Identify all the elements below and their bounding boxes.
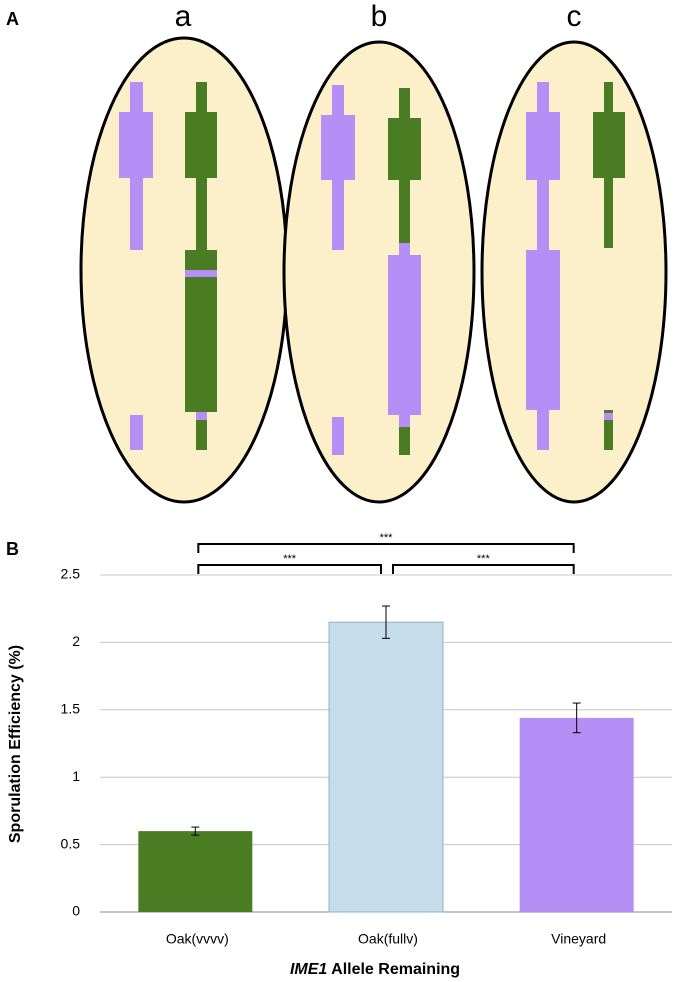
y-tick-label: 0: [72, 903, 80, 919]
x-axis-label-italic: IME1: [290, 961, 327, 978]
bar: [138, 831, 253, 912]
x-axis-label-rest: Allele Remaining: [331, 961, 460, 978]
significance-bracket: [197, 564, 382, 574]
y-tick-label: 1: [72, 768, 80, 784]
x-tick-label: Oak(fullv): [358, 931, 418, 947]
diagram: a b c: [79, 0, 668, 504]
y-tick-label: 2: [72, 633, 80, 649]
cell-label: b: [371, 0, 388, 33]
significance-label: ***: [380, 532, 394, 544]
cell-label: c: [567, 0, 582, 33]
y-axis-label: Sporulation Efficiency (%): [7, 645, 24, 843]
bar: [328, 621, 444, 913]
x-tick-label: Oak(vvvv): [166, 931, 229, 947]
panel-label: A: [6, 9, 19, 29]
significance-bracket: [197, 543, 575, 553]
cell: [480, 40, 668, 504]
y-tick-label: 0.5: [61, 835, 81, 851]
panel-label: B: [6, 539, 19, 559]
bar: [519, 717, 634, 912]
x-axis-label: IME1 Allele Remaining: [290, 961, 460, 978]
y-tick-label: 2.5: [61, 566, 81, 582]
x-tick-label: Vineyard: [551, 931, 606, 947]
cell: [79, 36, 289, 504]
cell: [282, 40, 476, 504]
cell-label: a: [175, 0, 192, 33]
significance-bracket: [392, 564, 575, 574]
y-tick-label: 1.5: [61, 701, 81, 717]
chromosomes: [119, 82, 625, 455]
significance-label: ***: [283, 553, 297, 565]
significance-label: ***: [477, 553, 491, 565]
